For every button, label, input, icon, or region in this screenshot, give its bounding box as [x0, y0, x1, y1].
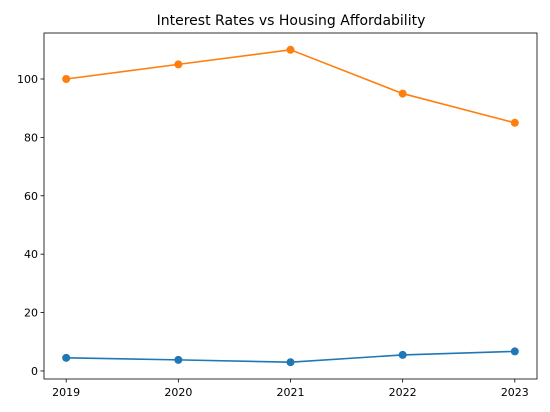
y-tick-label: 0 — [31, 365, 38, 378]
x-tick-label: 2021 — [277, 386, 305, 399]
x-tick-label: 2020 — [164, 386, 192, 399]
series-1-point — [510, 347, 519, 356]
y-tick-label: 80 — [24, 131, 38, 144]
y-tick-label: 100 — [17, 73, 38, 86]
series-2-point — [174, 60, 183, 69]
series-2-point — [398, 89, 407, 98]
series-2-point — [62, 74, 71, 83]
plot-frame — [43, 32, 538, 380]
series-1-point — [62, 353, 71, 362]
x-tick-label: 2023 — [501, 386, 529, 399]
series-line-2 — [66, 48, 516, 124]
x-tick-label: 2022 — [389, 386, 417, 399]
y-tick-label: 40 — [24, 248, 38, 261]
x-tick-label: 2019 — [52, 386, 80, 399]
series-1-point — [174, 355, 183, 364]
series-2-point — [510, 118, 519, 127]
chart-title: Interest Rates vs Housing Affordability — [157, 13, 426, 29]
y-tick-label: 60 — [24, 190, 38, 203]
series-1-point — [286, 358, 295, 367]
series-2-point — [286, 45, 295, 54]
plot-area: 0 20 40 60 80 100 2019 2020 2021 2022 2023 — [17, 32, 538, 399]
series-1-point — [398, 350, 407, 359]
y-tick-label: 20 — [24, 307, 38, 320]
